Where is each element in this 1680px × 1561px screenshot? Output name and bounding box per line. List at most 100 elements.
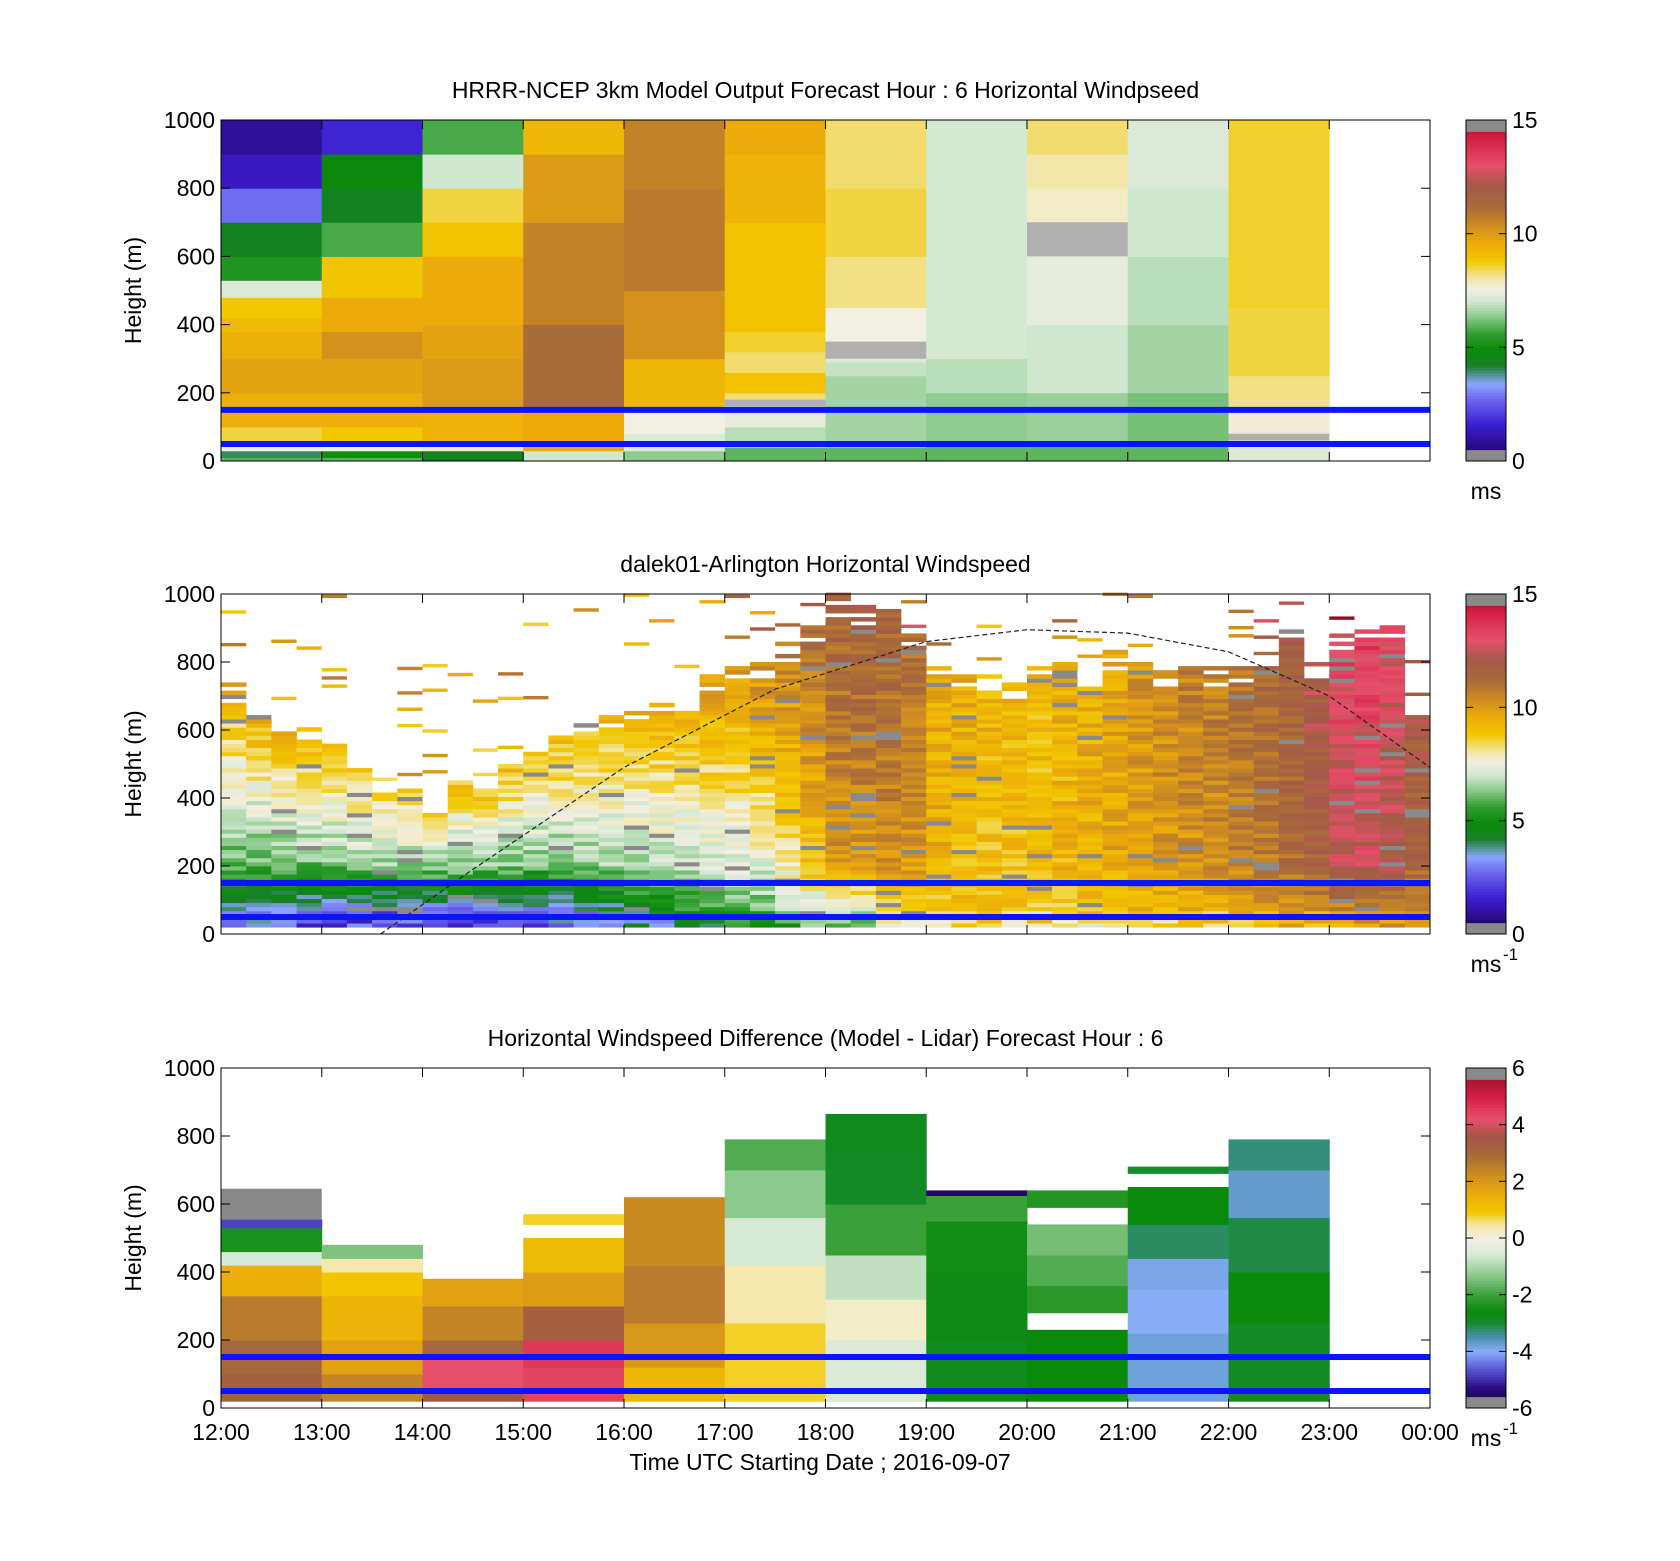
heatmap-cell (951, 923, 977, 928)
heatmap-cell (951, 817, 977, 822)
heatmap-cell (321, 861, 348, 867)
heatmap-cell (749, 853, 776, 859)
heatmap-cell (901, 715, 927, 720)
heatmap-cell (875, 759, 902, 765)
heatmap-cell (271, 747, 297, 753)
heatmap-cell (800, 768, 826, 773)
colorbar-swatch (1466, 664, 1506, 669)
heatmap-cell (800, 662, 826, 667)
colorbar-swatch (1466, 724, 1506, 728)
heatmap-cell (1203, 886, 1229, 891)
heatmap-cell (1329, 747, 1355, 753)
heatmap-cell (1329, 776, 1355, 781)
heatmap-cell (271, 804, 297, 810)
heatmap-cell (321, 800, 348, 806)
colorbar-swatch (1466, 225, 1506, 229)
heatmap-cell (372, 796, 398, 802)
heatmap-cell (800, 641, 826, 647)
heatmap-cell (674, 764, 700, 769)
heatmap-cell (724, 800, 751, 806)
heatmap-cell (573, 866, 600, 871)
heatmap-cell (1127, 759, 1154, 765)
heatmap-cell (1228, 837, 1254, 842)
heatmap-cell (447, 808, 474, 814)
colorbar-swatch (1466, 128, 1506, 132)
heatmap-cell (649, 747, 675, 753)
heatmap-cell (749, 894, 776, 900)
heatmap-cell (775, 776, 801, 781)
heatmap-cell (1329, 751, 1355, 757)
colorbar-unit-superscript: -1 (1503, 945, 1518, 964)
heatmap-cell (321, 874, 348, 879)
heatmap-cell (1354, 682, 1380, 687)
missing-data-cell (850, 812, 876, 818)
colorbar-unit-superscript: -1 (1503, 1419, 1518, 1438)
heatmap-cell (548, 755, 574, 761)
missing-data-cell (775, 808, 801, 814)
missing-data-cell (901, 649, 927, 655)
missing-data-cell (1027, 825, 1053, 830)
heatmap-cell (498, 894, 524, 900)
colorbar-swatch (1466, 188, 1506, 192)
heatmap-cell (1077, 755, 1103, 761)
heatmap-cell (926, 788, 952, 793)
heatmap-cell (976, 796, 1003, 802)
heatmap-cell (221, 1295, 323, 1341)
heatmap-cell (724, 825, 751, 830)
missing-data-cell (850, 735, 876, 740)
heatmap-cell (825, 768, 851, 773)
heatmap-cell (1379, 662, 1406, 667)
heatmap-cell (1102, 796, 1129, 802)
colorbar-swatch (1466, 1243, 1506, 1247)
heatmap-cell (1152, 866, 1179, 871)
heatmap-cell (825, 678, 851, 683)
heatmap-cell (1354, 645, 1380, 651)
heatmap-cell (422, 812, 448, 818)
heatmap-cell (372, 902, 398, 908)
heatmap-cell (825, 641, 851, 647)
heatmap-cell (1152, 710, 1179, 716)
heatmap-cell (447, 825, 474, 830)
heatmap-cell (1354, 886, 1380, 891)
colorbar-swatch (1466, 809, 1506, 813)
colorbar-swatch (1466, 253, 1506, 257)
colorbar-swatch (1466, 735, 1506, 739)
heatmap-cell (724, 849, 751, 855)
colorbar-swatch (1466, 616, 1506, 620)
heatmap-cell (1152, 906, 1179, 912)
heatmap-cell (1001, 849, 1028, 855)
heatmap-cell (976, 751, 1003, 757)
heatmap-cell (1178, 866, 1204, 871)
heatmap-cell (1203, 870, 1229, 875)
colorbar-swatch (1466, 871, 1506, 875)
heatmap-cell (246, 735, 272, 740)
heatmap-cell (649, 759, 675, 765)
heatmap-cell (1102, 735, 1129, 740)
missing-data-cell (1077, 902, 1103, 908)
heatmap-cell (649, 874, 675, 879)
heatmap-cell (321, 780, 348, 785)
heatmap-cell (699, 739, 726, 744)
heatmap-cell (1102, 808, 1129, 814)
heatmap-cell (221, 715, 247, 720)
missing-data-cell (1278, 739, 1305, 744)
heatmap-cell (724, 751, 751, 757)
heatmap-cell (724, 1170, 826, 1219)
heatmap-cell (1228, 870, 1254, 875)
heatmap-cell (1077, 702, 1103, 708)
heatmap-cell (1329, 825, 1355, 830)
heatmap-cell (875, 739, 902, 744)
heatmap-cell (548, 776, 574, 781)
colorbar-tick-label: 0 (1512, 1225, 1525, 1251)
heatmap-cell (800, 829, 826, 834)
colorbar-swatch (1466, 424, 1506, 428)
heatmap-cell (1001, 686, 1028, 691)
heatmap-cell (1027, 906, 1053, 912)
heatmap-cell (775, 686, 801, 691)
heatmap-cell (498, 784, 524, 789)
heatmap-cell (1404, 692, 1430, 696)
colorbar-swatch (1466, 316, 1506, 320)
missing-data-cell (875, 735, 902, 740)
heatmap-cell (598, 776, 625, 781)
heatmap-cell (875, 629, 902, 634)
